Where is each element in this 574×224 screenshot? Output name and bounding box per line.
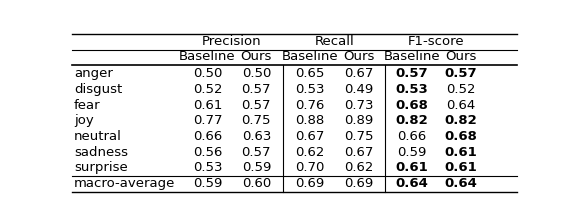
Text: disgust: disgust [74, 83, 122, 96]
Text: 0.64: 0.64 [395, 177, 429, 190]
Text: 0.68: 0.68 [444, 130, 478, 143]
Text: 0.75: 0.75 [344, 130, 374, 143]
Text: Recall: Recall [315, 35, 354, 48]
Text: 0.77: 0.77 [193, 114, 222, 127]
Text: 0.50: 0.50 [242, 67, 271, 80]
Text: 0.65: 0.65 [295, 67, 324, 80]
Text: 0.49: 0.49 [344, 83, 373, 96]
Text: anger: anger [74, 67, 113, 80]
Text: Ours: Ours [445, 50, 476, 63]
Text: 0.57: 0.57 [242, 99, 271, 112]
Text: 0.62: 0.62 [295, 146, 324, 159]
Text: 0.89: 0.89 [344, 114, 373, 127]
Text: neutral: neutral [74, 130, 122, 143]
Text: Baseline: Baseline [179, 50, 236, 63]
Text: 0.76: 0.76 [295, 99, 324, 112]
Text: 0.66: 0.66 [397, 130, 426, 143]
Text: Baseline: Baseline [281, 50, 338, 63]
Text: 0.64: 0.64 [447, 99, 476, 112]
Text: Baseline: Baseline [384, 50, 440, 63]
Text: 0.82: 0.82 [395, 114, 428, 127]
Text: sadness: sadness [74, 146, 128, 159]
Text: 0.68: 0.68 [395, 99, 429, 112]
Text: 0.75: 0.75 [242, 114, 271, 127]
Text: 0.66: 0.66 [193, 130, 222, 143]
Text: 0.53: 0.53 [295, 83, 324, 96]
Text: 0.59: 0.59 [397, 146, 426, 159]
Text: 0.61: 0.61 [395, 162, 428, 174]
Text: F1-score: F1-score [408, 35, 465, 48]
Text: 0.52: 0.52 [193, 83, 222, 96]
Text: 0.70: 0.70 [295, 162, 324, 174]
Text: joy: joy [74, 114, 94, 127]
Text: 0.57: 0.57 [242, 83, 271, 96]
Text: 0.59: 0.59 [193, 177, 222, 190]
Text: 0.52: 0.52 [446, 83, 476, 96]
Text: 0.82: 0.82 [445, 114, 478, 127]
Text: 0.61: 0.61 [445, 146, 478, 159]
Text: 0.56: 0.56 [193, 146, 222, 159]
Text: 0.61: 0.61 [193, 99, 222, 112]
Text: surprise: surprise [74, 162, 128, 174]
Text: Ours: Ours [343, 50, 374, 63]
Text: 0.60: 0.60 [242, 177, 271, 190]
Text: 0.53: 0.53 [193, 162, 222, 174]
Text: 0.67: 0.67 [344, 67, 373, 80]
Text: 0.57: 0.57 [242, 146, 271, 159]
Text: 0.59: 0.59 [242, 162, 271, 174]
Text: 0.67: 0.67 [295, 130, 324, 143]
Text: 0.67: 0.67 [344, 146, 373, 159]
Text: 0.62: 0.62 [344, 162, 373, 174]
Text: macro-average: macro-average [74, 177, 175, 190]
Text: 0.88: 0.88 [295, 114, 324, 127]
Text: 0.73: 0.73 [344, 99, 374, 112]
Text: 0.64: 0.64 [444, 177, 478, 190]
Text: 0.57: 0.57 [395, 67, 428, 80]
Text: 0.69: 0.69 [344, 177, 373, 190]
Text: 0.57: 0.57 [445, 67, 478, 80]
Text: fear: fear [74, 99, 100, 112]
Text: Ours: Ours [241, 50, 272, 63]
Text: 0.50: 0.50 [193, 67, 222, 80]
Text: 0.63: 0.63 [242, 130, 271, 143]
Text: 0.61: 0.61 [445, 162, 478, 174]
Text: 0.69: 0.69 [295, 177, 324, 190]
Text: 0.53: 0.53 [395, 83, 428, 96]
Text: Precision: Precision [202, 35, 262, 48]
